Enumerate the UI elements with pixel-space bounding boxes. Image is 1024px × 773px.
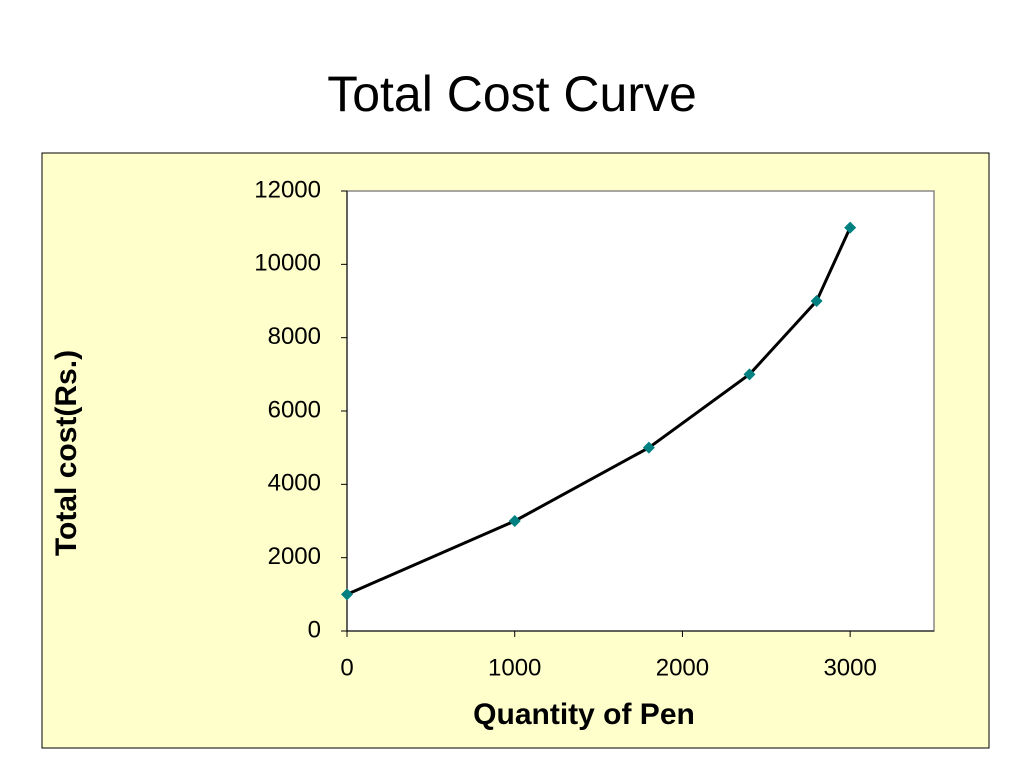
marker <box>341 588 353 601</box>
x-tick-label: 2000 <box>656 654 709 681</box>
line <box>346 227 852 596</box>
y-tick-label: 8000 <box>268 323 321 350</box>
marker <box>844 221 857 234</box>
x-axis-title: Quantity of Pen <box>473 698 695 731</box>
y-tick-label: 0 <box>308 616 321 643</box>
x-tick-label: 3000 <box>823 654 876 681</box>
x-tick-label: 1000 <box>488 654 541 681</box>
y-tick-label: 2000 <box>268 543 321 570</box>
marker <box>642 441 655 454</box>
chart-title: Total Cost Curve <box>327 66 697 122</box>
marker <box>508 515 521 527</box>
y-axis-title: Total cost(Rs.) <box>50 350 83 556</box>
marker <box>743 368 756 381</box>
y-tick-label: 10000 <box>254 250 321 277</box>
marker <box>810 295 823 307</box>
y-tick-label: 6000 <box>268 396 321 423</box>
y-tick-label: 4000 <box>268 470 321 497</box>
plot-area <box>346 190 935 632</box>
x-tick-label: 0 <box>340 654 353 681</box>
y-tick-label: 12000 <box>254 176 321 203</box>
